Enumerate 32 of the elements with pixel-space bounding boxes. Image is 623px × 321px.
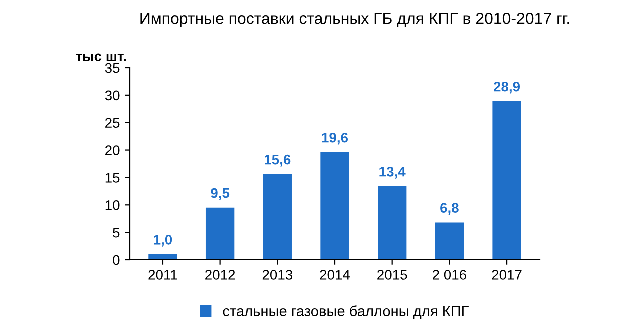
bar bbox=[378, 186, 407, 260]
x-tick-label: 2013 bbox=[262, 270, 292, 280]
chart-title: Импортные поставки стальных ГБ для КПГ в 2010-2017 гг. bbox=[140, 12, 570, 28]
x-tick-label: 2012 bbox=[206, 270, 236, 280]
data-label: 1,0 bbox=[154, 234, 172, 247]
bar bbox=[148, 254, 178, 260]
legend-label: стальные газовые баллоны для КПГ bbox=[223, 306, 469, 320]
data-label: 15,6 bbox=[265, 154, 291, 167]
bar bbox=[320, 152, 350, 260]
x-tick-label: 2017 bbox=[492, 270, 522, 280]
bar bbox=[206, 208, 235, 260]
data-label: 28,9 bbox=[494, 82, 520, 94]
data-label: 13,4 bbox=[380, 166, 406, 179]
y-tick-label: 5 bbox=[113, 228, 120, 238]
bar bbox=[492, 101, 522, 260]
x-tick-label: 2015 bbox=[378, 270, 408, 280]
y-tick-label: 20 bbox=[106, 146, 120, 156]
y-tick-label: 0 bbox=[113, 255, 120, 266]
bar bbox=[435, 222, 464, 260]
y-tick-label: 15 bbox=[106, 173, 120, 183]
bar bbox=[263, 174, 292, 260]
y-tick-label: 30 bbox=[105, 90, 120, 101]
x-tick-label: 2011 bbox=[148, 270, 178, 280]
y-axis-title: тыс шт. bbox=[76, 54, 126, 62]
y-tick-label: 10 bbox=[106, 200, 120, 210]
x-tick-label: 2 016 bbox=[433, 270, 466, 280]
data-label: 6,8 bbox=[440, 203, 459, 216]
data-label: 19,6 bbox=[322, 132, 348, 145]
y-tick-label: 35 bbox=[105, 63, 120, 74]
x-tick-label: 2014 bbox=[320, 270, 350, 280]
y-tick-label: 25 bbox=[106, 118, 120, 128]
data-label: 9,5 bbox=[211, 188, 230, 200]
